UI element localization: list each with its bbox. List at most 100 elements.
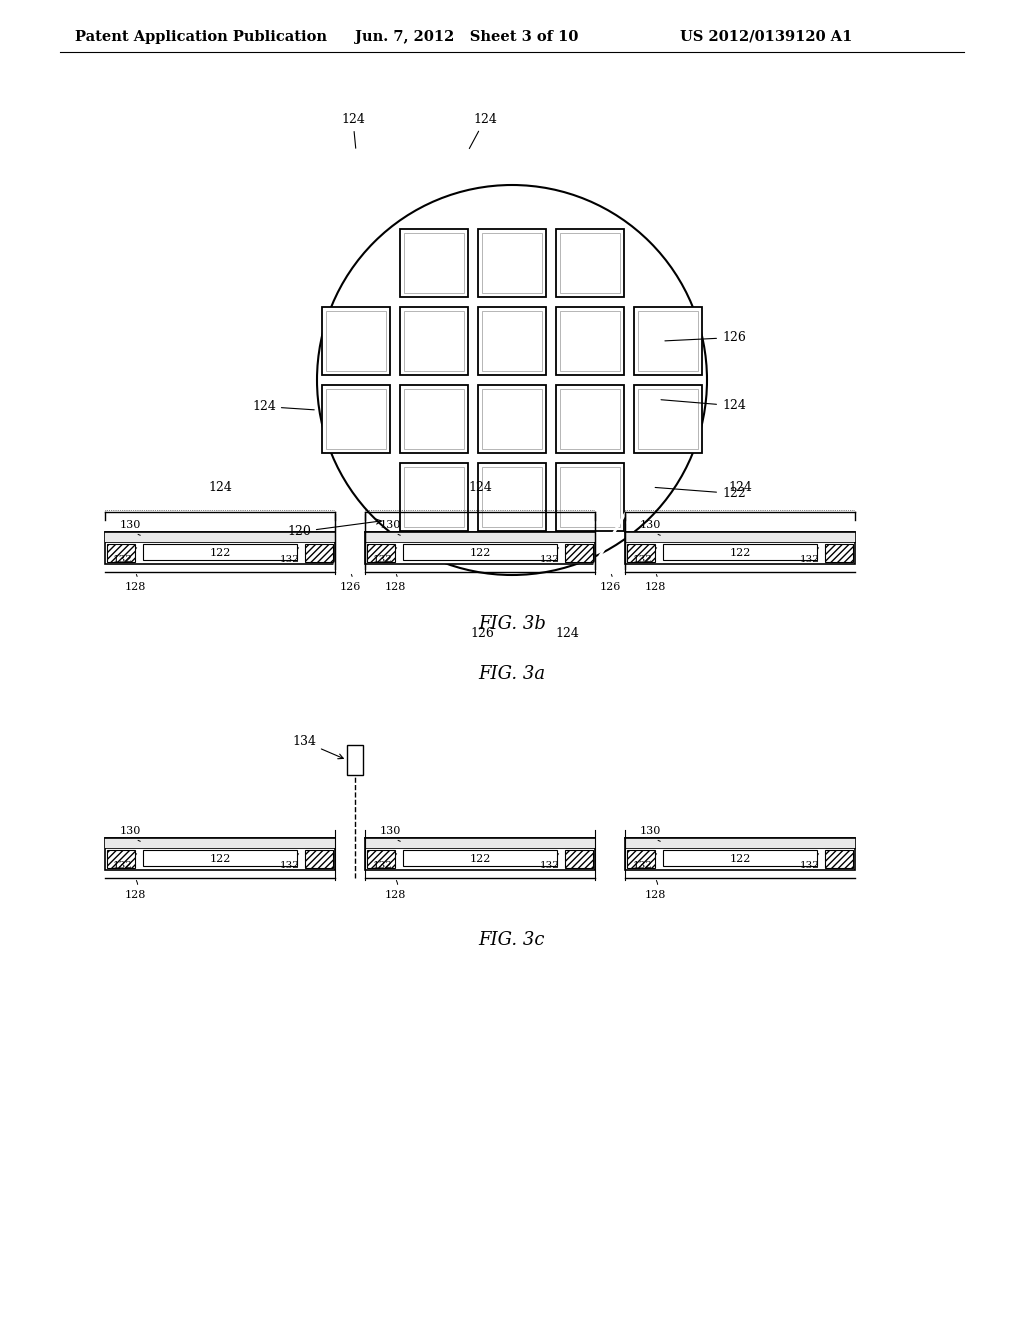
Bar [143,850,297,866]
Text: 132: 132 [113,861,133,870]
Bar [400,228,468,297]
Bar [404,389,464,449]
Text: 132: 132 [540,554,560,564]
Text: 124: 124 [341,114,365,148]
Text: Jun. 7, 2012   Sheet 3 of 10: Jun. 7, 2012 Sheet 3 of 10 [355,30,579,44]
Bar [482,389,542,449]
Text: 132: 132 [540,861,560,870]
Text: 124: 124 [252,400,314,413]
Text: 128: 128 [125,880,146,900]
Bar [638,312,698,371]
Text: 132: 132 [800,554,820,564]
Text: 128: 128 [645,880,667,900]
Bar [556,463,624,531]
Bar [400,308,468,375]
Text: 128: 128 [645,574,667,591]
Bar [482,312,542,371]
Bar [482,234,542,293]
Bar [404,312,464,371]
Text: 128: 128 [125,574,146,591]
Text: 124: 124 [468,480,492,494]
Bar [556,385,624,453]
Bar [825,544,853,562]
Text: FIG. 3b: FIG. 3b [478,615,546,634]
Bar [403,850,557,866]
Bar [560,389,620,449]
Bar [482,467,542,527]
Bar [400,385,468,453]
Text: 126: 126 [600,574,622,591]
Text: 122: 122 [209,548,230,558]
Bar [105,838,335,847]
Text: 122: 122 [469,854,490,865]
Bar [560,234,620,293]
Text: 124: 124 [469,114,497,149]
Bar [322,385,390,453]
Text: 122: 122 [469,548,490,558]
Text: 132: 132 [373,861,393,870]
Text: 122: 122 [655,487,745,500]
Bar [106,850,135,869]
Bar [105,838,335,870]
Bar [305,850,333,869]
Text: 132: 132 [373,554,393,564]
Text: 122: 122 [209,854,230,865]
Text: 130: 130 [120,826,141,841]
Bar [105,532,335,543]
Bar [663,850,817,866]
Text: 126: 126 [340,574,361,591]
Text: 128: 128 [385,880,407,900]
Text: 124: 124 [555,627,579,640]
Text: 126: 126 [470,627,494,640]
Bar [556,308,624,375]
Bar [625,838,855,847]
Bar [365,838,595,847]
Text: FIG. 3a: FIG. 3a [478,665,546,682]
Text: 132: 132 [280,554,300,564]
Bar [627,850,655,869]
Bar [565,544,593,562]
Text: 130: 130 [640,826,662,841]
Text: 124: 124 [208,480,232,494]
Bar [404,467,464,527]
Bar [625,532,855,564]
Text: 132: 132 [280,861,300,870]
Bar [322,308,390,375]
Text: 128: 128 [385,574,407,591]
Bar [365,532,595,564]
Bar [560,467,620,527]
Bar [403,544,557,560]
Text: Patent Application Publication: Patent Application Publication [75,30,327,44]
Text: 134: 134 [292,735,343,759]
Text: 130: 130 [380,520,401,536]
Bar [634,308,702,375]
Bar [326,389,386,449]
Bar [556,228,624,297]
Bar [347,744,362,775]
Bar [305,544,333,562]
Bar [825,850,853,869]
Bar [625,838,855,870]
Text: 130: 130 [120,520,141,536]
Text: 132: 132 [633,554,653,564]
Bar [478,385,546,453]
Bar [627,544,655,562]
Text: 124: 124 [728,480,752,494]
Text: 132: 132 [633,861,653,870]
Bar [478,463,546,531]
Bar [560,312,620,371]
Text: 130: 130 [640,520,662,536]
Text: 122: 122 [729,548,751,558]
Bar [625,532,855,543]
Bar [400,463,468,531]
Text: 130: 130 [380,826,401,841]
Bar [638,389,698,449]
Bar [478,228,546,297]
Bar [365,838,595,870]
Text: 132: 132 [800,861,820,870]
Text: 126: 126 [665,331,745,345]
Bar [367,544,395,562]
Bar [634,385,702,453]
Bar [365,532,595,543]
Bar [105,532,335,564]
